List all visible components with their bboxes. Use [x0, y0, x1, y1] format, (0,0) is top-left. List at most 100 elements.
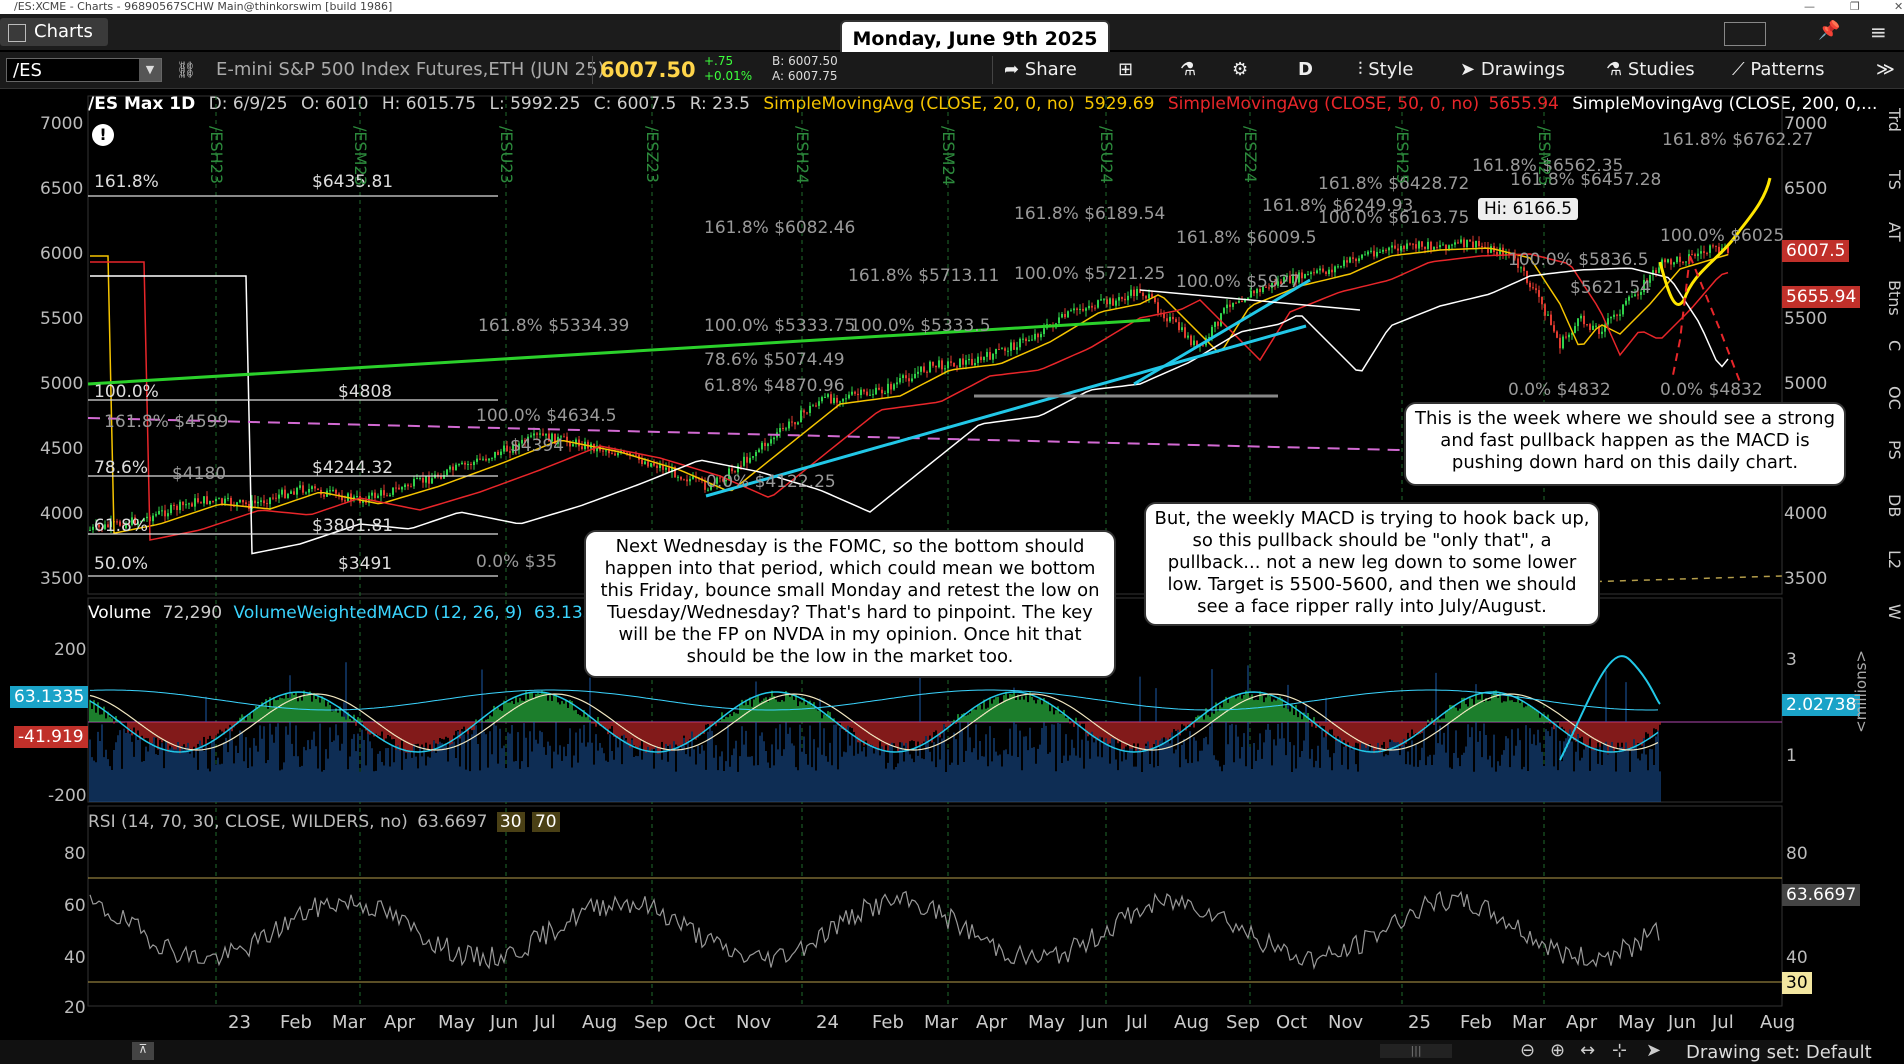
side-tab[interactable]: TS [1885, 170, 1904, 190]
macd-label[interactable]: VolumeWeightedMACD (12, 26, 9) [233, 603, 523, 623]
zoom-in-icon[interactable]: ⊕ [1550, 1040, 1566, 1061]
left-axis-5500: 5500 [40, 309, 84, 329]
volume-value: 72,290 [162, 603, 223, 623]
bar-range: R: 23.5 [689, 94, 750, 114]
side-tab[interactable]: AT [1885, 222, 1904, 242]
bar-date: D: 6/9/25 [208, 94, 288, 114]
side-tab[interactable]: Btns [1885, 280, 1904, 316]
restore-icon[interactable]: ❐ [1850, 0, 1860, 13]
sma200-label[interactable]: SimpleMovingAvg (CLOSE, 200, 0,... [1572, 94, 1878, 114]
style-button[interactable]: ⫶ Style [1358, 58, 1413, 82]
tab-charts[interactable]: Charts [0, 18, 108, 46]
toolbar-divider [992, 56, 993, 84]
time-axis-label: Nov [1328, 1012, 1364, 1033]
cursor-icon: ➤ [1460, 59, 1476, 80]
rsi-axis-20: 20 [64, 998, 86, 1018]
time-axis-label: Mar [924, 1012, 958, 1033]
sma20-label[interactable]: SimpleMovingAvg (CLOSE, 20, 0, no) [763, 94, 1075, 114]
chevron-down-icon[interactable]: ▼ [139, 59, 161, 81]
share-button[interactable]: ➦ Share [1004, 58, 1077, 82]
bar-close: C: 6007.5 [593, 94, 677, 114]
alert-icon[interactable]: ! [92, 124, 114, 146]
macd-tag: 63.1335 [10, 686, 89, 708]
time-axis-label: May [1618, 1012, 1656, 1033]
minimize-icon[interactable]: — [1804, 0, 1815, 13]
fib-label: 61.8% $4870.96 [704, 376, 845, 396]
side-tab[interactable]: Trd [1885, 108, 1904, 132]
fib-label: 161.8% $5334.39 [478, 316, 630, 336]
macd-axis-200: 200 [54, 640, 87, 660]
left-axis-4500: 4500 [40, 439, 84, 459]
close-icon[interactable]: ✕ [1894, 0, 1904, 13]
left-axis-7000: 7000 [40, 114, 84, 134]
cursor-icon[interactable]: ➤ [1646, 1040, 1662, 1061]
time-axis-label: Apr [1566, 1012, 1598, 1033]
scrollbar-handle[interactable]: ||| [1380, 1044, 1452, 1058]
fib-label: 61.8% [94, 516, 149, 536]
crosshair-icon[interactable]: ⊹ [1612, 1040, 1628, 1061]
studies-button[interactable]: ⚗ Studies [1606, 58, 1695, 82]
period-button[interactable]: D [1298, 59, 1313, 80]
drawing-set-label[interactable]: Drawing set: Default [1686, 1042, 1872, 1063]
right-axis-7000: 7000 [1784, 114, 1828, 134]
last-price-tag: 6007.5 [1782, 240, 1850, 262]
drawings-button[interactable]: ➤ Drawings [1460, 58, 1565, 82]
flask-icon[interactable]: ⚗ [1180, 59, 1197, 80]
side-tab[interactable]: DB [1885, 494, 1904, 518]
side-tab[interactable]: PS [1885, 440, 1904, 460]
patterns-button[interactable]: ⟋ Patterns [1732, 58, 1824, 82]
more-icon[interactable]: ≫ [1876, 59, 1895, 80]
gear-icon[interactable]: ⚙ [1232, 59, 1249, 80]
bar-open: O: 6010 [300, 94, 369, 114]
zoom-out-icon[interactable]: ⊖ [1520, 1040, 1536, 1061]
fib-label: 78.6% [94, 458, 149, 478]
link-icon[interactable]: ⛓ [176, 60, 197, 79]
side-tab[interactable]: W [1885, 604, 1904, 620]
pin-icon[interactable]: 📌 [1818, 20, 1841, 41]
contract-expiry-label: /ESM24 [939, 126, 958, 186]
symbol-input[interactable]: /ES ▼ [6, 58, 162, 82]
menu-icon[interactable]: ≡ [1870, 20, 1887, 44]
sma50-label[interactable]: SimpleMovingAvg (CLOSE, 50, 0, no) [1167, 94, 1480, 114]
fib-label: $4180 [172, 464, 227, 484]
time-axis-label: Jun [1668, 1012, 1697, 1033]
annotation-bubble: This is the week where we should see a s… [1404, 402, 1846, 486]
price-candles [89, 235, 1729, 533]
bar-low: L: 5992.25 [489, 94, 581, 114]
rsi-label[interactable]: RSI (14, 70, 30, CLOSE, WILDERS, no) [88, 812, 408, 832]
rsi-axis-40: 40 [64, 948, 86, 968]
volume-units: <millions> [1852, 650, 1870, 733]
sma20-value: 5929.69 [1084, 94, 1155, 114]
time-axis-label: Oct [1276, 1012, 1308, 1033]
layout-box-icon[interactable] [1724, 22, 1766, 46]
contract-expiry-label: /ESH25 [1393, 126, 1412, 185]
rsi-right-80: 80 [1786, 844, 1808, 864]
side-tab[interactable]: C [1885, 340, 1904, 352]
fib-label: 161.8% $5713.11 [848, 266, 1000, 286]
bar-high: H: 6015.75 [381, 94, 477, 114]
price-change: +.75 +0.01% [704, 54, 752, 84]
fib-label: 161.8% $6562.35 [1472, 156, 1624, 176]
rsi-axis-80: 80 [64, 844, 86, 864]
rsi-oversold: 30 [496, 812, 525, 832]
left-axis-3500: 3500 [40, 569, 84, 589]
chart-templates-icon[interactable]: ⊞ [1118, 59, 1134, 80]
volume-axis-3: 3 [1786, 650, 1797, 670]
fib-value: $4244.32 [312, 458, 394, 478]
time-axis-label: Jul [1126, 1012, 1148, 1033]
time-axis-label: Feb [1460, 1012, 1492, 1033]
share-label: Share [1024, 59, 1077, 80]
time-axis-label: Jun [490, 1012, 519, 1033]
chart-toolbar: /ES ▼ ⛓ E-mini S&P 500 Index Futures,ETH… [0, 52, 1904, 89]
time-axis-label: Jun [1080, 1012, 1109, 1033]
side-tab[interactable]: OC [1885, 386, 1904, 410]
collapse-icon[interactable]: ⊼ [132, 1042, 154, 1060]
fib-label: 100.0% $6025 [1660, 226, 1785, 246]
fib-label: 100.0% $5927 [1176, 272, 1301, 292]
fib-value: $6435.81 [312, 172, 394, 192]
fib-label: 161.8% $4599 [104, 412, 229, 432]
side-tab[interactable]: L2 [1885, 550, 1904, 570]
sma50-price-tag: 5655.94 [1782, 286, 1861, 308]
pan-icon[interactable]: ↔ [1580, 1040, 1596, 1061]
time-axis-label: Mar [332, 1012, 366, 1033]
